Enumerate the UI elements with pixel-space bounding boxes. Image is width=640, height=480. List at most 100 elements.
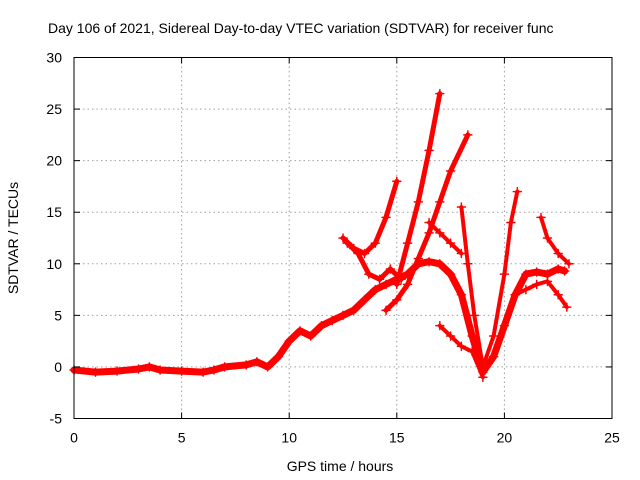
data-point-marker	[456, 248, 467, 259]
data-point-marker	[488, 351, 499, 362]
data-point-marker	[435, 259, 445, 269]
data-point-marker	[488, 331, 499, 341]
data-series	[69, 88, 574, 382]
data-point-marker	[370, 238, 381, 248]
x-tick-label: 25	[604, 430, 620, 446]
data-point-marker	[559, 266, 570, 276]
data-point-marker	[445, 166, 456, 176]
data-point-marker	[305, 331, 316, 341]
data-point-marker	[467, 331, 477, 341]
data-point-marker	[424, 145, 434, 156]
y-tick-label: 30	[46, 50, 62, 66]
data-point-marker	[542, 233, 553, 243]
series-track-g	[459, 189, 520, 369]
data-point-marker	[342, 238, 353, 248]
data-point-marker	[510, 289, 520, 300]
data-point-marker	[456, 202, 467, 212]
grid	[74, 57, 612, 419]
data-point-marker	[553, 264, 563, 274]
data-point-marker	[499, 269, 510, 279]
y-tick-label: 15	[46, 204, 62, 220]
data-point-marker	[463, 259, 473, 269]
data-point-marker	[316, 320, 327, 331]
data-point-marker	[327, 315, 337, 326]
data-point-marker	[364, 269, 374, 279]
y-tick-label: 20	[46, 153, 62, 169]
data-point-marker	[198, 367, 208, 377]
data-point-marker	[424, 217, 434, 228]
axis-ticks: 0 5 10 15 20 25 -5 0 5 10 15 20 25 30	[46, 50, 620, 446]
series-track-e	[383, 132, 471, 313]
x-axis-label: GPS time / hours	[287, 458, 394, 474]
data-point-marker	[392, 176, 402, 187]
x-tick-label: 0	[70, 430, 78, 446]
data-point-marker	[219, 362, 230, 372]
data-point-marker	[402, 279, 413, 290]
data-point-marker	[273, 351, 284, 362]
data-point-marker	[385, 264, 396, 274]
data-point-marker	[564, 259, 574, 269]
data-point-marker	[435, 228, 445, 238]
data-point-marker	[262, 362, 273, 372]
data-point-marker	[374, 274, 385, 285]
y-tick-label: -5	[50, 411, 63, 427]
data-point-marker	[381, 305, 391, 315]
data-point-marker	[370, 284, 381, 295]
data-point-marker	[456, 289, 467, 300]
data-point-marker	[553, 248, 563, 259]
data-point-marker	[338, 233, 348, 243]
data-point-marker	[133, 364, 144, 374]
data-point-marker	[353, 248, 363, 259]
data-point-marker	[359, 295, 370, 305]
data-point-marker	[295, 326, 305, 336]
data-point-marker	[392, 295, 402, 305]
data-point-marker	[469, 310, 480, 321]
data-point-marker	[155, 365, 165, 375]
data-point-marker	[531, 267, 542, 277]
plot-frame	[73, 57, 613, 419]
data-point-marker	[241, 360, 251, 370]
data-point-marker	[456, 341, 467, 352]
data-point-marker	[512, 186, 523, 197]
y-axis-label: SDTVAR / TECUs	[5, 182, 21, 294]
data-point-marker	[413, 197, 424, 207]
data-point-marker	[435, 197, 445, 207]
data-point-marker	[435, 88, 445, 99]
data-point-marker	[467, 346, 477, 357]
data-point-marker	[144, 362, 155, 372]
series-track-c	[344, 240, 404, 282]
data-point-marker	[392, 279, 402, 290]
data-point-marker	[499, 320, 510, 331]
data-point-marker	[424, 256, 434, 267]
data-point-marker	[424, 228, 434, 238]
data-point-marker	[506, 217, 516, 228]
data-point-marker	[478, 372, 488, 382]
data-point-marker	[553, 289, 563, 300]
data-point-marker	[542, 276, 553, 287]
data-point-marker	[445, 238, 456, 248]
data-point-marker	[112, 366, 122, 376]
data-point-marker	[413, 253, 424, 264]
x-tick-label: 20	[497, 430, 513, 446]
data-point-marker	[536, 212, 546, 223]
series-track-f	[427, 220, 464, 256]
data-point-marker	[90, 367, 101, 377]
x-tick-label: 5	[178, 430, 186, 446]
data-point-marker	[531, 279, 542, 290]
y-tick-label: 0	[54, 359, 62, 375]
data-point-marker	[338, 310, 348, 321]
y-tick-label: 5	[54, 307, 62, 323]
data-point-marker	[435, 320, 445, 331]
y-tick-label: 25	[46, 101, 62, 117]
y-tick-label: 10	[46, 256, 62, 272]
data-point-marker	[381, 279, 391, 290]
data-point-marker	[562, 302, 572, 312]
data-point-marker	[463, 130, 473, 140]
series-track-i	[539, 215, 571, 266]
series-track-j	[513, 279, 569, 310]
data-point-marker	[284, 336, 294, 346]
data-point-marker	[176, 366, 187, 376]
data-point-marker	[252, 357, 262, 367]
data-point-marker	[381, 212, 391, 223]
